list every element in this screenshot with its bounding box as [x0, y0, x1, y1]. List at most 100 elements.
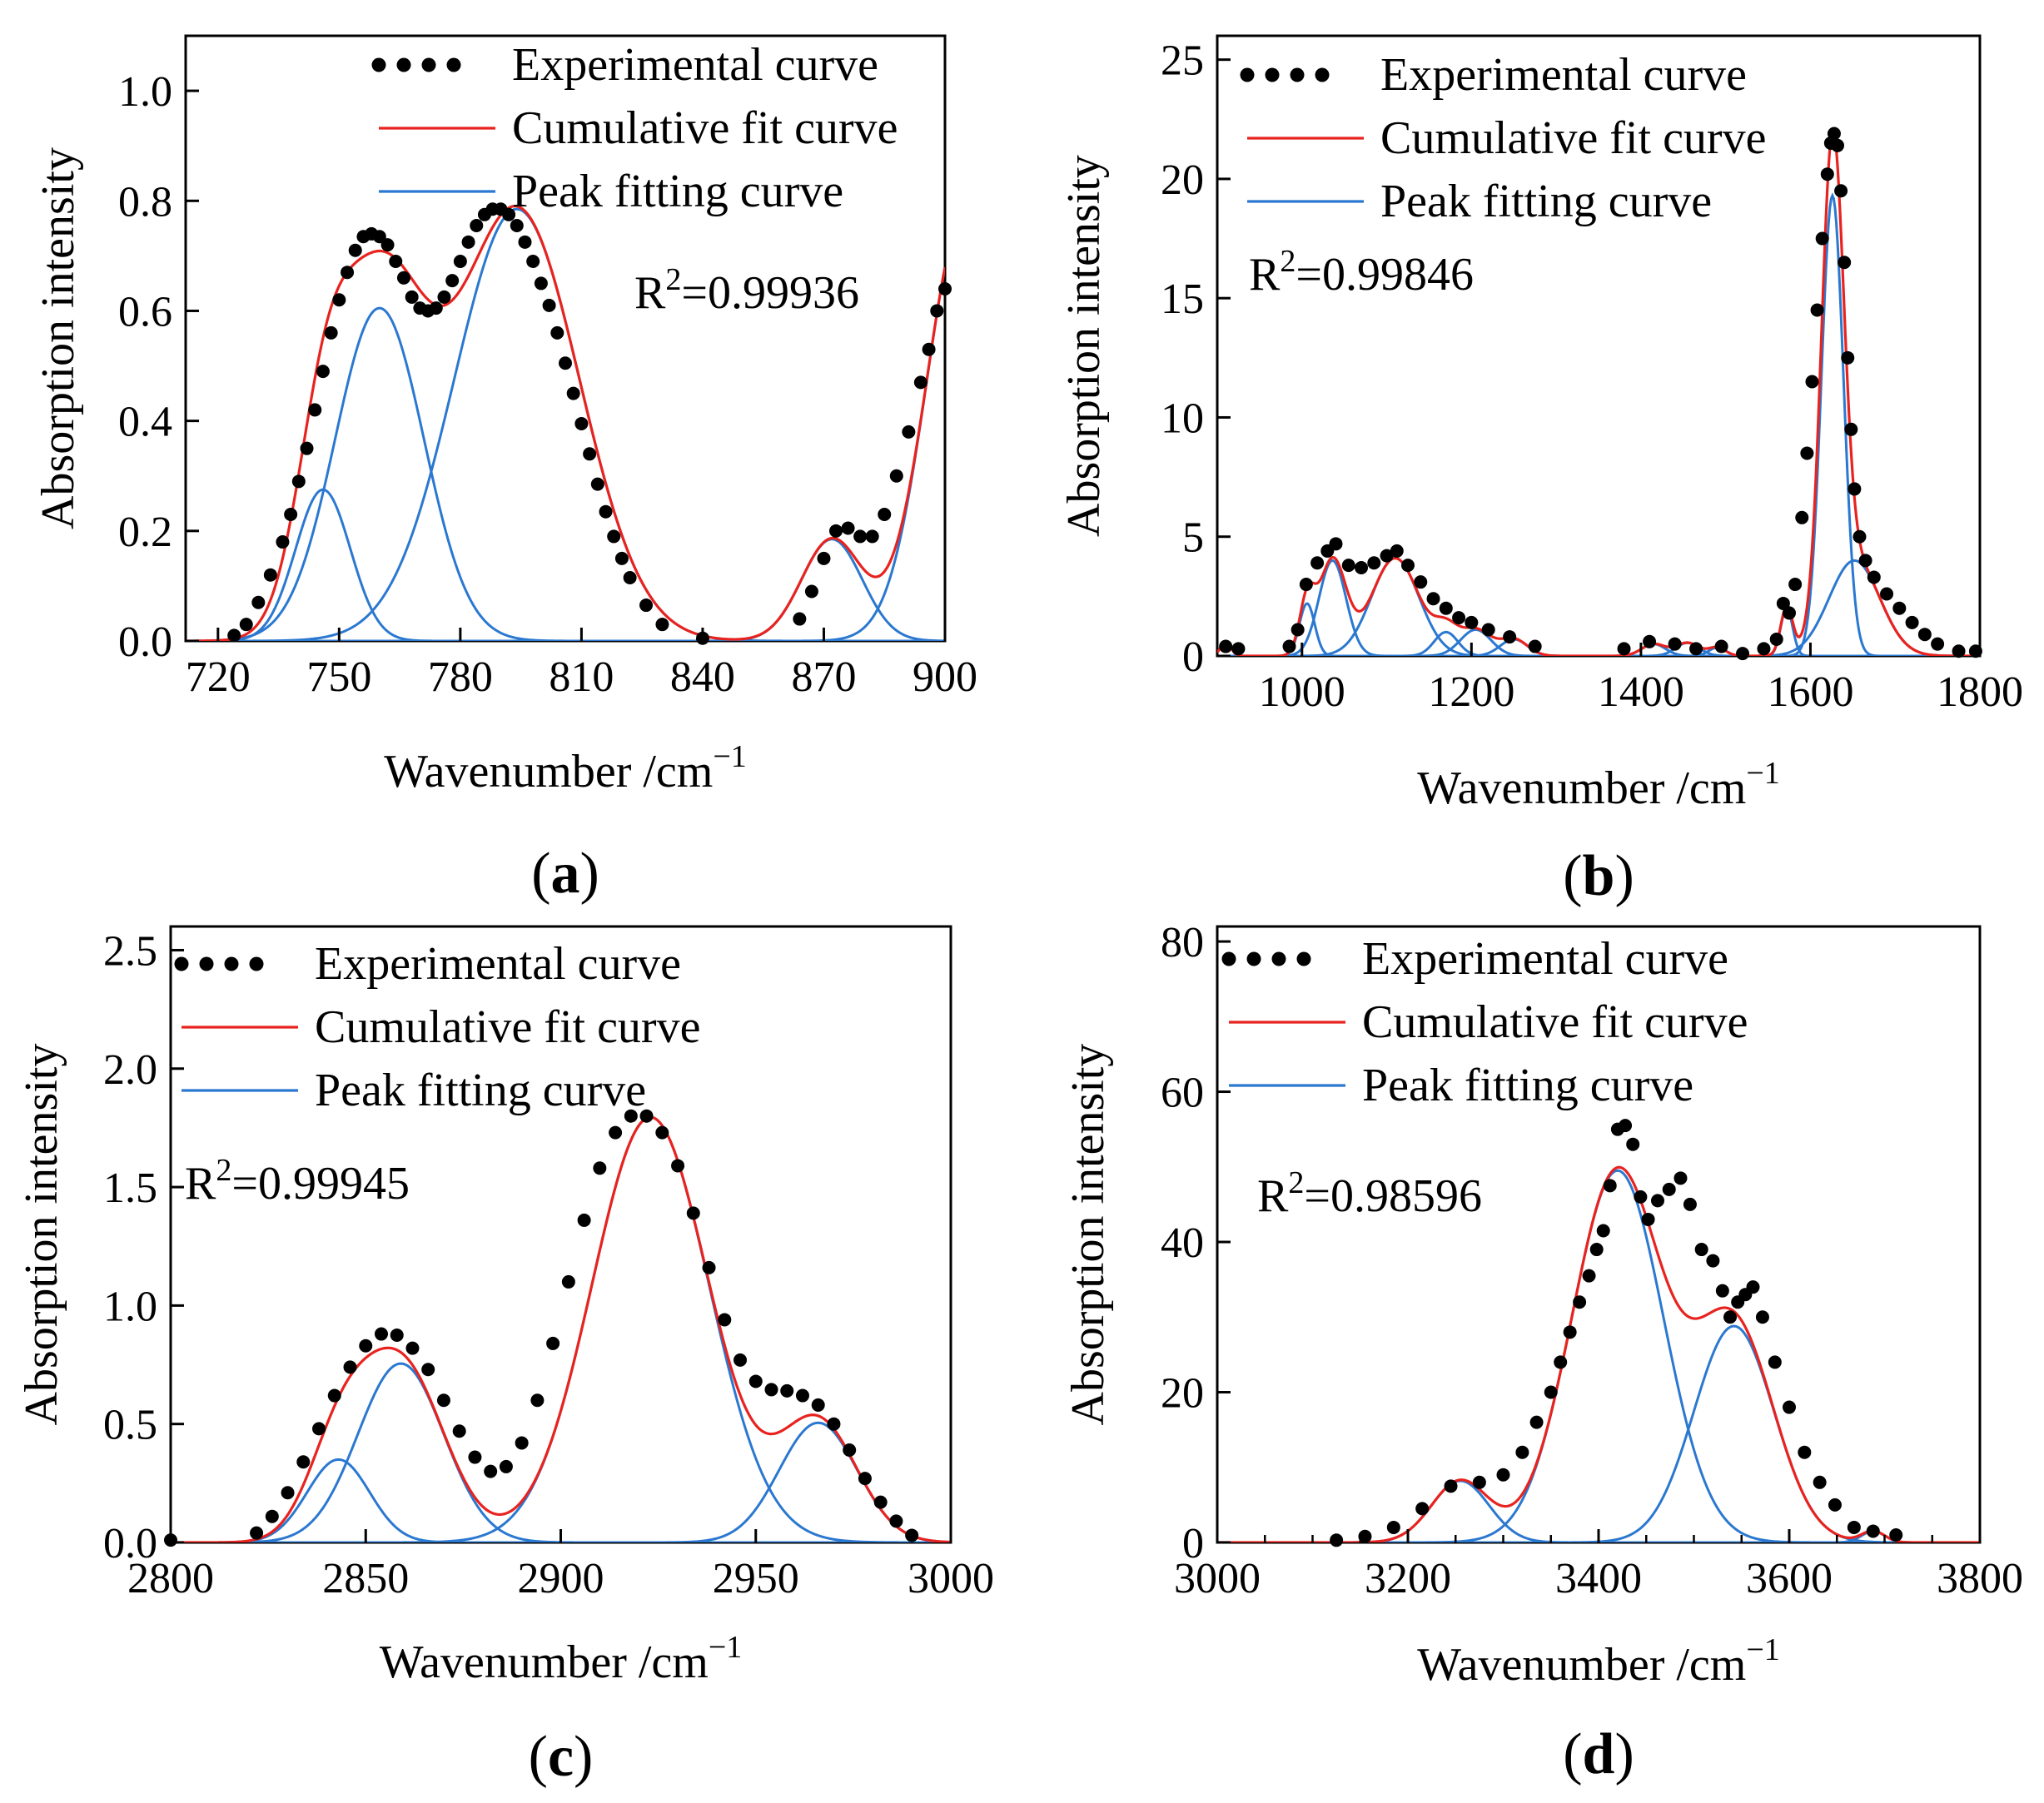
experimental-point-a	[841, 521, 855, 535]
panel-label-letter-a: a	[551, 842, 580, 906]
peak-curve-b-2	[1217, 602, 1980, 656]
experimental-point-b	[1736, 647, 1750, 661]
y-tick-label-b: 20	[1161, 156, 1204, 204]
panel-d: 3000 3200 3400 3600 3800 0 20 40 60 80 Experiment…	[1062, 919, 2023, 1786]
r-squared-c: R2=0.99945	[185, 1153, 410, 1209]
y-tick-label-a: 0.8	[118, 178, 172, 226]
axis-ticks-d: 3000 3200 3400 3600 3800 0 20 40 60 80	[1161, 919, 2023, 1602]
experimental-point-a	[913, 375, 928, 390]
legend-d: Experimental curve Cumulative fit curve …	[1221, 933, 1748, 1111]
experimental-point-c	[686, 1206, 700, 1220]
x-axis-title-a: Wavenumber /cm−1	[384, 739, 747, 797]
experimental-point-c	[327, 1388, 341, 1403]
r-squared-sup-b: 2	[1280, 244, 1296, 279]
experimental-point-c	[436, 1393, 450, 1408]
experimental-point-a	[607, 529, 621, 544]
experimental-point-a	[590, 477, 604, 491]
legend-dot-b	[1290, 67, 1305, 82]
legend-peak-label-b: Peak fitting curve	[1380, 176, 1712, 227]
legend-cumulative-label-d: Cumulative fit curve	[1362, 996, 1748, 1048]
experimental-point-a	[938, 282, 952, 296]
x-axis-title-sup-c: −1	[709, 1630, 742, 1665]
experimental-point-d	[1715, 1284, 1729, 1298]
experimental-point-a	[793, 612, 807, 626]
experimental-point-b	[1291, 623, 1305, 637]
y-tick-label-d: 40	[1161, 1219, 1204, 1267]
experimental-point-a	[239, 618, 253, 632]
experimental-point-a	[574, 416, 589, 430]
experimental-point-b	[1848, 482, 1862, 496]
experimental-point-c	[827, 1417, 841, 1431]
experimental-point-a	[470, 219, 484, 233]
r-squared-sup-a: 2	[665, 262, 681, 297]
experimental-point-a	[324, 325, 338, 340]
y-tick-label-c: 0.0	[103, 1520, 157, 1567]
x-tick-label-b: 1000	[1259, 668, 1345, 716]
experimental-point-d	[1573, 1295, 1587, 1309]
y-tick-label-b: 0	[1182, 633, 1204, 681]
experimental-point-d	[1603, 1179, 1617, 1193]
x-tick-label-b: 1200	[1428, 668, 1514, 716]
experimental-point-c	[873, 1495, 888, 1509]
panel-a: 720 750 780 810 840 870 9000.00.20.40.60.81.0 …	[32, 34, 977, 906]
legend-cumulative-label-b: Cumulative fit curve	[1380, 112, 1766, 164]
experimental-point-a	[251, 595, 266, 609]
x-tick-label-b: 1800	[1937, 668, 2023, 716]
experimental-point-a	[263, 568, 277, 582]
experimental-point-b	[1783, 606, 1796, 620]
cumulative-fit-line-c	[171, 1115, 951, 1542]
x-tick-label-a: 750	[306, 653, 371, 701]
experimental-point-d	[1634, 1190, 1648, 1204]
experimental-point-a	[316, 365, 330, 379]
experimental-point-b	[1769, 632, 1783, 646]
experimental-point-d	[1783, 1400, 1796, 1414]
experimental-point-c	[421, 1363, 435, 1377]
legend-dot-c	[199, 956, 214, 971]
experimental-point-a	[623, 571, 637, 584]
y-tick-label-a: 0.2	[118, 509, 172, 556]
y-axis-title-c: Absorption intensity	[16, 1044, 67, 1426]
experimental-points-c	[164, 1109, 919, 1547]
r-squared-value-a: =0.99936	[681, 267, 859, 319]
y-tick-label-b: 10	[1161, 395, 1204, 442]
experimental-point-a	[291, 474, 306, 489]
experimental-point-c	[655, 1125, 669, 1140]
panel-b: 1000 1200 1400 1600 1800 0 5 10 15 20 25 Experimen…	[1058, 34, 2023, 908]
experimental-point-a	[526, 254, 540, 268]
experimental-point-d	[1768, 1355, 1782, 1369]
experimental-point-b	[1310, 556, 1325, 570]
experimental-point-b	[1481, 623, 1495, 637]
experimental-point-a	[284, 507, 298, 521]
experimental-point-b	[1341, 559, 1355, 573]
experimental-point-b	[1834, 184, 1848, 198]
experimental-point-b	[1231, 642, 1246, 656]
r-squared-prefix-b: R	[1249, 249, 1281, 300]
legend-dot-c	[174, 956, 189, 971]
experimental-point-a	[534, 276, 548, 291]
r-squared-prefix-d: R	[1257, 1170, 1289, 1222]
experimental-point-d	[1828, 1498, 1842, 1512]
y-tick-label-d: 20	[1161, 1370, 1204, 1418]
peak-curve-a-5	[186, 266, 945, 641]
experimental-point-a	[461, 235, 475, 249]
experimental-point-d	[1798, 1445, 1812, 1459]
x-tick-label-a: 720	[186, 653, 251, 701]
experimental-point-c	[484, 1464, 498, 1478]
experimental-point-b	[1844, 422, 1858, 436]
experimental-point-b	[1355, 560, 1369, 574]
experimental-point-b	[1931, 637, 1945, 651]
experimental-point-b	[1643, 634, 1657, 648]
experimental-point-c	[671, 1159, 685, 1173]
experimental-point-a	[878, 507, 892, 521]
experimental-point-c	[281, 1486, 295, 1500]
experimental-point-b	[1282, 639, 1296, 653]
legend-b: Experimental curve Cumulative fit curve …	[1240, 49, 1766, 227]
legend-dot-d	[1246, 951, 1261, 966]
peak-curve-d-3	[1217, 1324, 1980, 1542]
experimental-points-d	[1330, 1119, 1903, 1547]
experimental-point-c	[499, 1459, 513, 1473]
experimental-point-c	[312, 1422, 326, 1436]
experimental-point-b	[1426, 592, 1440, 606]
experimental-point-d	[1619, 1119, 1633, 1133]
legend-experimental-marker-a	[371, 57, 461, 72]
